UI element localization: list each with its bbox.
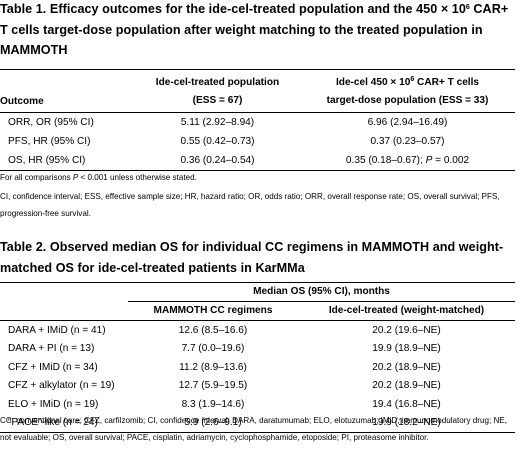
- table-row: ORR, OR (95% CI) 5.11 (2.92–8.94) 6.96 (…: [0, 112, 515, 133]
- table2-span-header-row: Median OS (95% CI), months: [0, 282, 515, 302]
- table-row: PFS, HR (95% CI) 0.55 (0.42–0.73) 0.37 (…: [8, 136, 445, 147]
- table-row: “PACE”-like (n = 24) 5.9 (2.6–9.1) 19.9 …: [0, 414, 515, 433]
- table2: Median OS (95% CI), months MAMMOTH CC re…: [0, 282, 515, 433]
- col-outcome: Outcome: [0, 96, 44, 107]
- table-row: DARA + IMiD (n = 41) 12.6 (8.5–16.6) 20.…: [0, 320, 515, 340]
- table1-header-row: Outcome Ide-cel-treated population (ESS …: [0, 69, 515, 113]
- col-ide-cel-treated: Ide-cel-treated population (ESS = 67): [155, 77, 280, 106]
- table-row: CFZ + alkylator (n = 19) 12.7 (5.9–19.5)…: [8, 380, 441, 392]
- col-ide-cel-weight-matched: Ide-cel-treated (weight-matched): [328, 305, 485, 317]
- table-row: CFZ + IMiD (n = 34) 11.2 (8.9–13.6) 20.2…: [8, 361, 441, 373]
- table1: Outcome Ide-cel-treated population (ESS …: [0, 69, 515, 171]
- table1-abbreviations: CI, confidence interval; ESS, effective …: [0, 192, 500, 218]
- col-target-dose: Ide-cel 450 × 106 CAR+ T cells target-do…: [326, 76, 489, 106]
- table1-title: Table 1. Efficacy outcomes for the ide-c…: [0, 2, 509, 57]
- col-mammoth: MAMMOTH CC regimens: [153, 305, 273, 317]
- table1-footnote: For all comparisons P < 0.001 unless oth…: [0, 173, 197, 182]
- table-row: ELO + IMiD (n = 19) 8.3 (1.9–14.6) 19.4 …: [8, 398, 441, 410]
- table2-header-row: MAMMOTH CC regimens Ide-cel-treated (wei…: [0, 301, 515, 321]
- os-dose-cell: 0.35 (0.18–0.67); P = 0.002: [345, 155, 470, 166]
- table2-abbreviations: CC, conventional care; CFZ, carfilzomib;…: [0, 416, 507, 442]
- median-os-header: Median OS (95% CI), months: [128, 282, 515, 302]
- table-row: OS, HR (95% CI) 0.36 (0.24–0.54) 0.35 (0…: [0, 151, 515, 171]
- table-row: DARA + PI (n = 13) 7.7 (0.0–19.6) 19.9 (…: [8, 343, 441, 355]
- table2-title: Table 2. Observed median OS for individu…: [0, 240, 504, 275]
